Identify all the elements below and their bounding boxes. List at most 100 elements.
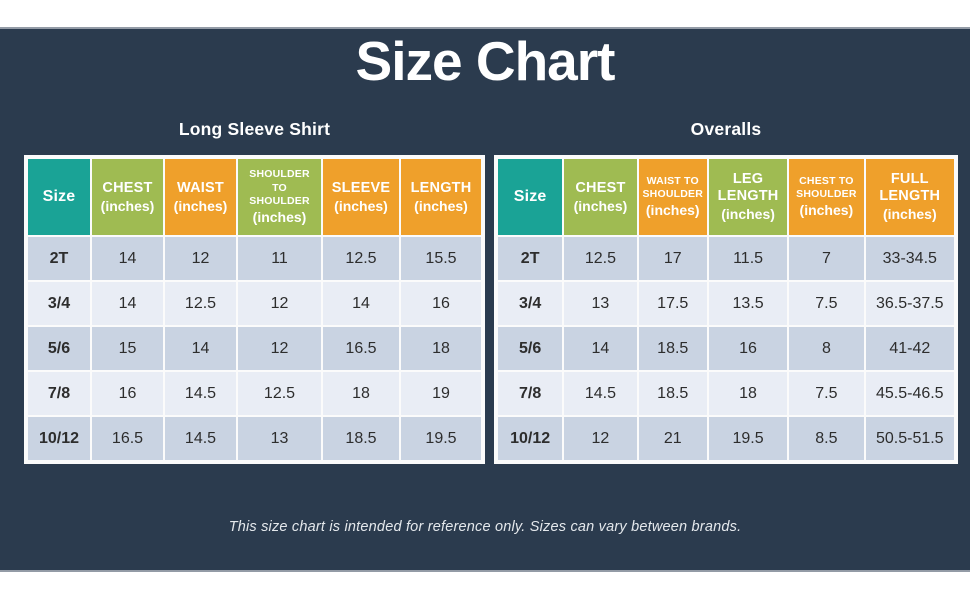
column-header-label: LENGTH xyxy=(410,179,472,196)
value-cell: 12.5 xyxy=(323,237,399,280)
table-row: 7/8 16 14.5 12.5 18 19 xyxy=(28,372,481,415)
value-cell: 36.5-37.5 xyxy=(865,282,954,325)
column-header-unit: (inches) xyxy=(799,202,854,219)
column-header-label: LEG LENGTH xyxy=(717,170,779,205)
value-cell: 15 xyxy=(92,327,163,370)
value-cell: 11 xyxy=(238,237,321,280)
size-cell: 3/4 xyxy=(28,282,90,325)
column-header-unit: (inches) xyxy=(645,202,700,219)
table-row: 10/12 12 21 19.5 8.5 50.5-51.5 xyxy=(498,417,954,460)
column-header-label: FULL LENGTH xyxy=(879,170,941,205)
column-header-unit: (inches) xyxy=(573,197,628,214)
value-cell: 15.5 xyxy=(401,237,481,280)
value-cell: 18 xyxy=(323,372,399,415)
value-cell: 12 xyxy=(238,282,321,325)
value-cell: 16 xyxy=(401,282,481,325)
column-header-unit: (inches) xyxy=(173,197,228,214)
column-header-label: CHEST xyxy=(575,179,626,196)
size-cell: 10/12 xyxy=(28,417,90,460)
column-header: WAIST TO SHOULDER (inches) xyxy=(638,159,707,235)
size-cell: 7/8 xyxy=(498,372,563,415)
column-header: CHEST TO SHOULDER (inches) xyxy=(789,159,864,235)
header-row: Size CHEST (inches) WAIST (inches) SHOULDER T… xyxy=(28,159,481,235)
overalls-table: Size CHEST (inches) WAIST TO SHOULDER (inche… xyxy=(494,155,958,464)
value-cell: 18.5 xyxy=(638,372,707,415)
column-header: CHEST (inches) xyxy=(564,159,637,235)
value-cell: 12.5 xyxy=(238,372,321,415)
value-cell: 7.5 xyxy=(789,282,864,325)
table-row: 5/6 15 14 12 16.5 18 xyxy=(28,327,481,370)
column-header-label: WAIST TO SHOULDER xyxy=(642,174,703,201)
value-cell: 12 xyxy=(165,237,236,280)
column-header-label: CHEST xyxy=(102,179,153,196)
size-table: Size CHEST (inches) WAIST (inches) SHOULDER T… xyxy=(24,155,485,464)
value-cell: 17 xyxy=(638,237,707,280)
table-row: 2T 14 12 11 12.5 15.5 xyxy=(28,237,481,280)
size-cell: 5/6 xyxy=(28,327,90,370)
long-sleeve-shirt-title: Long Sleeve Shirt xyxy=(178,119,331,139)
size-cell: 10/12 xyxy=(498,417,563,460)
table-row: 3/4 13 17.5 13.5 7.5 36.5-37.5 xyxy=(498,282,954,325)
column-header-label: Size xyxy=(42,187,76,205)
value-cell: 13.5 xyxy=(708,282,788,325)
table-row: 3/4 14 12.5 12 14 16 xyxy=(28,282,481,325)
value-cell: 19.5 xyxy=(708,417,788,460)
value-cell: 19 xyxy=(401,372,481,415)
value-cell: 16 xyxy=(708,327,788,370)
column-header: FULL LENGTH (inches) xyxy=(865,159,954,235)
value-cell: 50.5-51.5 xyxy=(865,417,954,460)
column-header-label: CHEST TO SHOULDER xyxy=(796,174,857,201)
column-header-unit: (inches) xyxy=(252,208,307,225)
value-cell: 14 xyxy=(323,282,399,325)
value-cell: 12.5 xyxy=(564,237,637,280)
column-header: LEG LENGTH (inches) xyxy=(708,159,788,235)
long-sleeve-shirt-table: Size CHEST (inches) WAIST (inches) SHOULDER T… xyxy=(24,155,485,464)
table-row: 2T 12.5 17 11.5 7 33-34.5 xyxy=(498,237,954,280)
column-header-label: Size xyxy=(513,187,547,205)
column-header: SHOULDER TO SHOULDER (inches) xyxy=(238,159,321,235)
value-cell: 33-34.5 xyxy=(865,237,954,280)
value-cell: 12 xyxy=(564,417,637,460)
size-cell: 2T xyxy=(28,237,90,280)
value-cell: 45.5-46.5 xyxy=(865,372,954,415)
value-cell: 41-42 xyxy=(865,327,954,370)
value-cell: 18 xyxy=(708,372,788,415)
value-cell: 16 xyxy=(92,372,163,415)
value-cell: 14.5 xyxy=(165,372,236,415)
column-header: Size xyxy=(28,159,90,235)
value-cell: 7 xyxy=(789,237,864,280)
column-header-label: WAIST xyxy=(177,179,224,196)
value-cell: 17.5 xyxy=(638,282,707,325)
column-header-unit: (inches) xyxy=(100,197,155,214)
value-cell: 8.5 xyxy=(789,417,864,460)
page-title: Size Chart xyxy=(355,30,616,92)
header-row: Size CHEST (inches) WAIST TO SHOULDER (inche… xyxy=(498,159,954,235)
column-header-label: SLEEVE xyxy=(331,179,391,196)
value-cell: 18.5 xyxy=(638,327,707,370)
value-cell: 14 xyxy=(92,237,163,280)
value-cell: 18.5 xyxy=(323,417,399,460)
value-cell: 7.5 xyxy=(789,372,864,415)
value-cell: 14.5 xyxy=(165,417,236,460)
value-cell: 18 xyxy=(401,327,481,370)
value-cell: 14 xyxy=(165,327,236,370)
table-row: 5/6 14 18.5 16 8 41-42 xyxy=(498,327,954,370)
table-row: 10/12 16.5 14.5 13 18.5 19.5 xyxy=(28,417,481,460)
column-header: Size xyxy=(498,159,563,235)
column-header-unit: (inches) xyxy=(334,197,388,214)
value-cell: 16.5 xyxy=(92,417,163,460)
overalls-title: Overalls xyxy=(690,119,762,139)
size-cell: 5/6 xyxy=(498,327,563,370)
column-header-unit: (inches) xyxy=(882,206,937,223)
column-header-label: SHOULDER TO SHOULDER xyxy=(249,168,310,207)
value-cell: 14.5 xyxy=(564,372,637,415)
value-cell: 14 xyxy=(92,282,163,325)
size-cell: 7/8 xyxy=(28,372,90,415)
column-header: CHEST (inches) xyxy=(92,159,163,235)
value-cell: 16.5 xyxy=(323,327,399,370)
size-table: Size CHEST (inches) WAIST TO SHOULDER (inche… xyxy=(494,155,958,464)
value-cell: 13 xyxy=(238,417,321,460)
value-cell: 14 xyxy=(564,327,637,370)
column-header: SLEEVE (inches) xyxy=(323,159,399,235)
